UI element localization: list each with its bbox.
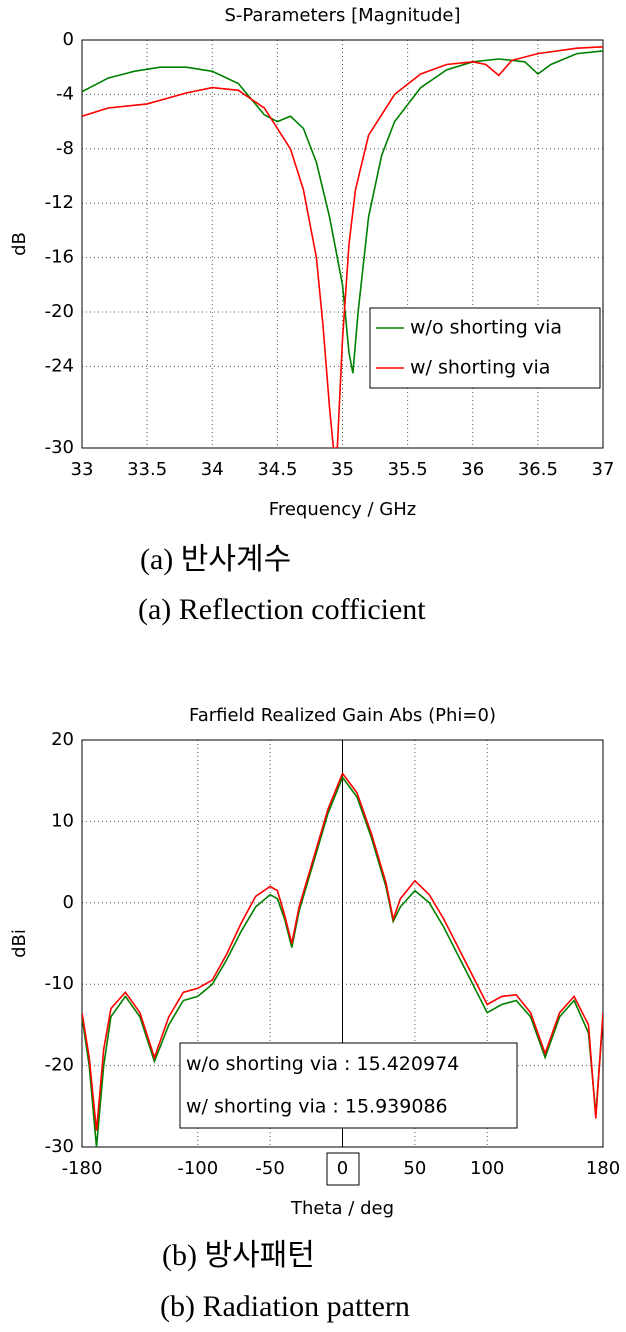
x-tick-label: 50 xyxy=(403,1158,426,1179)
tick-highlight xyxy=(326,1152,360,1186)
chart-title: Farfield Realized Gain Abs (Phi=0) xyxy=(189,705,496,726)
caption: (b) Radiation pattern xyxy=(160,1290,410,1323)
y-tick-label: -20 xyxy=(45,301,74,322)
x-tick-label: 33.5 xyxy=(127,459,167,480)
x-tick-label: 35 xyxy=(331,459,354,480)
legend-box xyxy=(369,307,601,389)
x-tick-label: 34.5 xyxy=(257,459,297,480)
y-tick-label: -8 xyxy=(56,138,74,159)
x-tick-label: 0 xyxy=(337,1158,348,1179)
x-tick-label: 180 xyxy=(586,1158,620,1179)
legend-label: w/ shorting via : 15.939086 xyxy=(186,1095,448,1117)
x-tick-label: 35.5 xyxy=(388,459,428,480)
series-line xyxy=(82,775,603,1147)
x-tick-label: 34 xyxy=(201,459,224,480)
y-tick-label: 0 xyxy=(63,892,74,913)
y-tick-label: -4 xyxy=(56,83,74,104)
legend-label: w/ shorting via xyxy=(410,357,550,379)
y-tick-label: -10 xyxy=(45,973,74,994)
caption: (a) 반사계수 xyxy=(140,543,291,576)
x-axis-label: Theta / deg xyxy=(290,1198,394,1219)
y-tick-label: -30 xyxy=(45,1136,74,1157)
y-tick-label: -20 xyxy=(45,1055,74,1076)
y-tick-label: -16 xyxy=(45,247,74,268)
caption: (a) Reflection cofficient xyxy=(138,593,426,626)
y-tick-label: -24 xyxy=(45,355,74,376)
series-line xyxy=(82,46,603,448)
y-tick-label: -12 xyxy=(45,192,74,213)
x-tick-label: 36.5 xyxy=(518,459,558,480)
y-axis-label: dBi xyxy=(9,929,30,958)
x-tick-label: 100 xyxy=(470,1158,504,1179)
caption: (b) 방사패턴 xyxy=(162,1239,315,1272)
y-tick-label: -30 xyxy=(45,437,74,458)
legend-box xyxy=(179,1042,518,1129)
x-tick-label: -100 xyxy=(177,1158,218,1179)
series-line xyxy=(82,771,603,1131)
y-tick-label: 0 xyxy=(63,29,74,50)
y-tick-label: 10 xyxy=(51,810,74,831)
chart-title: S-Parameters [Magnitude] xyxy=(224,5,460,26)
x-tick-label: 37 xyxy=(592,459,615,480)
legend-label: w/o shorting via xyxy=(410,317,562,339)
x-tick-label: 33 xyxy=(71,459,94,480)
x-tick-label: -180 xyxy=(62,1158,103,1179)
plot-frame xyxy=(81,739,604,1148)
legend-label: w/o shorting via : 15.420974 xyxy=(186,1053,459,1075)
x-tick-label: -50 xyxy=(255,1158,284,1179)
x-tick-label: 36 xyxy=(461,459,484,480)
y-tick-label: 20 xyxy=(51,729,74,750)
x-axis-label: Frequency / GHz xyxy=(269,499,416,520)
y-axis-label: dB xyxy=(9,232,30,256)
series-line xyxy=(82,50,603,374)
plot-frame xyxy=(81,39,604,449)
